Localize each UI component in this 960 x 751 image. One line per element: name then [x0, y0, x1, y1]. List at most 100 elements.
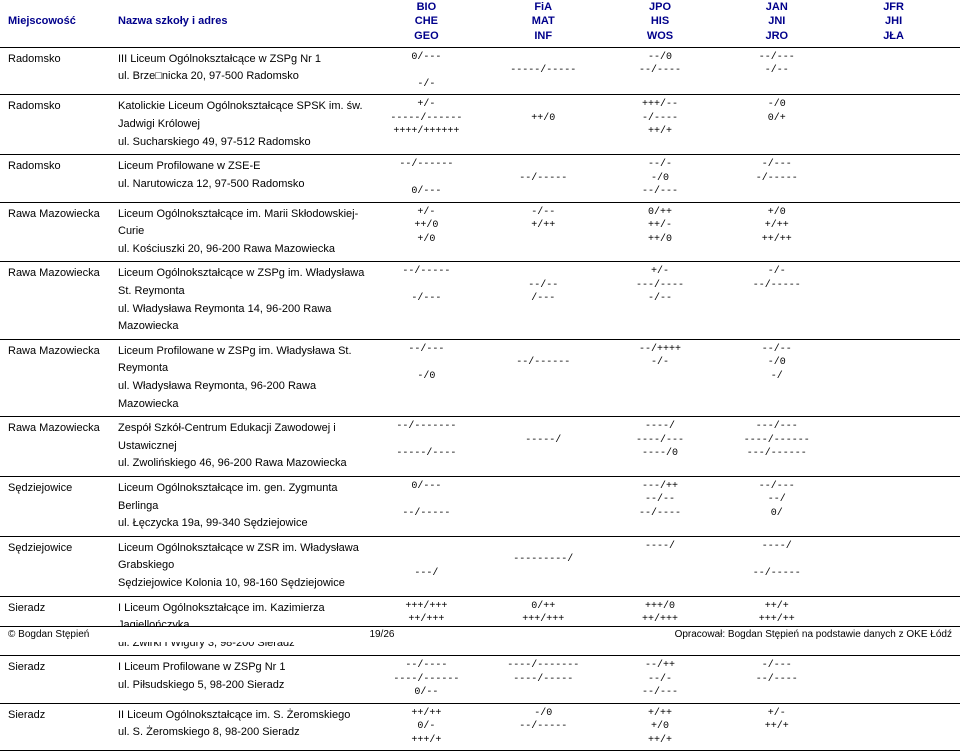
data-cell: +/0 +/++ ++/++: [718, 206, 835, 259]
cell-school: Liceum Ogólnokształcące w ZSR im. Władys…: [118, 540, 368, 593]
data-cell: +/- -----/------ ++++/++++++: [368, 98, 485, 151]
data-cell: [835, 480, 952, 533]
data-cell: --/---- ----/------ 0/--: [368, 659, 485, 700]
footer-left: © Bogdan Stępień: [8, 629, 89, 640]
cell-school: II Liceum Ogólnokształcące im. S. Żeroms…: [118, 707, 368, 748]
data-cell: --/--- --/ 0/: [718, 480, 835, 533]
table-row: Rawa MazowieckaLiceum Profilowane w ZSPg…: [0, 340, 960, 417]
cell-location: Sędziejowice: [8, 480, 118, 533]
data-cell: -----/-----: [485, 51, 602, 92]
data-cell: ---/--- ----/------ ---/------: [718, 420, 835, 473]
data-cell: +/- ++/+: [718, 707, 835, 748]
data-cell: --/++++ -/-: [602, 343, 719, 413]
table-body: RadomskoIII Liceum Ogólnokształcące w ZS…: [0, 48, 960, 751]
data-cell: 0/--- --/-----: [368, 480, 485, 533]
data-cell: +/++ +/0 ++/+: [602, 707, 719, 748]
data-cell: -/- --/-----: [718, 265, 835, 335]
header-subject-col: BIOCHEGEO: [368, 0, 485, 43]
cell-school: Katolickie Liceum Ogólnokształcące SPSK …: [118, 98, 368, 151]
table-row: Rawa MazowieckaZespół Szkół-Centrum Eduk…: [0, 417, 960, 477]
data-cell: ---/++ --/-- --/----: [602, 480, 719, 533]
data-cell: [835, 420, 952, 473]
data-cell: ---/: [368, 540, 485, 593]
cell-location: Rawa Mazowiecka: [8, 420, 118, 473]
data-cell: --/- -/0 --/---: [602, 158, 719, 199]
cell-location: Radomsko: [8, 51, 118, 92]
table-row: SędziejowiceLiceum Ogólnokształcące im. …: [0, 477, 960, 537]
header-subject-col: JFRJHIJŁA: [835, 0, 952, 43]
cell-location: Sieradz: [8, 707, 118, 748]
data-cell: +/- ++/0 +/0: [368, 206, 485, 259]
data-cell: ---------/: [485, 540, 602, 593]
footer-right: Opracował: Bogdan Stępień na podstawie d…: [675, 629, 952, 640]
cell-school: Liceum Ogólnokształcące im. gen. Zygmunt…: [118, 480, 368, 533]
table-row: SieradzII Liceum Ogólnokształcące im. S.…: [0, 704, 960, 751]
col-name: Nazwa szkoły i adres: [118, 15, 368, 27]
data-cell: [835, 707, 952, 748]
table-row: RadomskoIII Liceum Ogólnokształcące w ZS…: [0, 48, 960, 96]
cell-school: III Liceum Ogólnokształcące w ZSPg Nr 1u…: [118, 51, 368, 92]
data-cell: [485, 480, 602, 533]
col-loc: Miejscowość: [8, 15, 118, 27]
data-cell: [835, 265, 952, 335]
cell-location: Sędziejowice: [8, 540, 118, 593]
cell-location: Sieradz: [8, 659, 118, 700]
data-cell: -----/: [485, 420, 602, 473]
cell-school: Liceum Ogólnokształcące im. Marii Skłodo…: [118, 206, 368, 259]
data-cell: --/----- -/---: [368, 265, 485, 335]
data-cell: +++/-- -/---- ++/+: [602, 98, 719, 151]
data-cell: --/------: [485, 343, 602, 413]
cell-school: Liceum Ogólnokształcące w ZSPg im. Włady…: [118, 265, 368, 335]
footer-center: 19/26: [369, 629, 394, 640]
header-subject-col: JPOHISWOS: [602, 0, 719, 43]
table-header: Miejscowość Nazwa szkoły i adres BIOCHEG…: [0, 0, 960, 48]
data-cell: --/++ --/- --/---: [602, 659, 719, 700]
data-cell: ++/0: [485, 98, 602, 151]
data-cell: ++/++ 0/- +++/+: [368, 707, 485, 748]
table-row: RadomskoLiceum Profilowane w ZSE-Eul. Na…: [0, 155, 960, 203]
header-left: Miejscowość Nazwa szkoły i adres: [8, 0, 368, 43]
table-row: RadomskoKatolickie Liceum Ogólnokształcą…: [0, 95, 960, 155]
cell-school: I Liceum Profilowane w ZSPg Nr 1ul. Piłs…: [118, 659, 368, 700]
page-footer: © Bogdan Stępień 19/26 Opracował: Bogdan…: [0, 626, 960, 642]
table-row: SędziejowiceLiceum Ogólnokształcące w ZS…: [0, 537, 960, 597]
cell-location: Rawa Mazowiecka: [8, 265, 118, 335]
cell-school: Liceum Profilowane w ZSE-Eul. Narutowicz…: [118, 158, 368, 199]
header-subject-col: JANJNIJRO: [718, 0, 835, 43]
cell-location: Rawa Mazowiecka: [8, 206, 118, 259]
data-cell: [835, 206, 952, 259]
data-cell: [835, 343, 952, 413]
data-cell: [835, 158, 952, 199]
cell-location: Rawa Mazowiecka: [8, 343, 118, 413]
data-cell: --/------- -----/----: [368, 420, 485, 473]
data-cell: --/-- /---: [485, 265, 602, 335]
data-cell: [835, 51, 952, 92]
data-cell: ----/ ----/--- ----/0: [602, 420, 719, 473]
cell-location: Radomsko: [8, 98, 118, 151]
data-cell: -/0 0/+: [718, 98, 835, 151]
data-cell: ----/: [602, 540, 719, 593]
table-row: Rawa MazowieckaLiceum Ogólnokształcące w…: [0, 262, 960, 339]
cell-location: Radomsko: [8, 158, 118, 199]
data-cell: -/--- -/-----: [718, 158, 835, 199]
header-subject-col: FiAMATINF: [485, 0, 602, 43]
data-cell: [835, 540, 952, 593]
data-cell: -/0 --/-----: [485, 707, 602, 748]
data-cell: 0/++ ++/- ++/0: [602, 206, 719, 259]
data-cell: --/0 --/----: [602, 51, 719, 92]
data-cell: --/-----: [485, 158, 602, 199]
data-cell: --/--- -/--: [718, 51, 835, 92]
data-cell: ----/ --/-----: [718, 540, 835, 593]
header-right: BIOCHEGEOFiAMATINFJPOHISWOSJANJNIJROJFRJ…: [368, 0, 952, 43]
data-cell: --/-- -/0 -/: [718, 343, 835, 413]
table-row: Rawa MazowieckaLiceum Ogólnokształcące i…: [0, 203, 960, 263]
cell-school: Zespół Szkół-Centrum Edukacji Zawodowej …: [118, 420, 368, 473]
data-cell: +/- ---/---- -/--: [602, 265, 719, 335]
cell-school: Liceum Profilowane w ZSPg im. Władysława…: [118, 343, 368, 413]
data-cell: -/-- +/++: [485, 206, 602, 259]
data-cell: --/------ 0/---: [368, 158, 485, 199]
data-cell: [835, 98, 952, 151]
table-row: SieradzI Liceum Profilowane w ZSPg Nr 1u…: [0, 656, 960, 704]
data-cell: [835, 659, 952, 700]
data-cell: --/--- -/0: [368, 343, 485, 413]
